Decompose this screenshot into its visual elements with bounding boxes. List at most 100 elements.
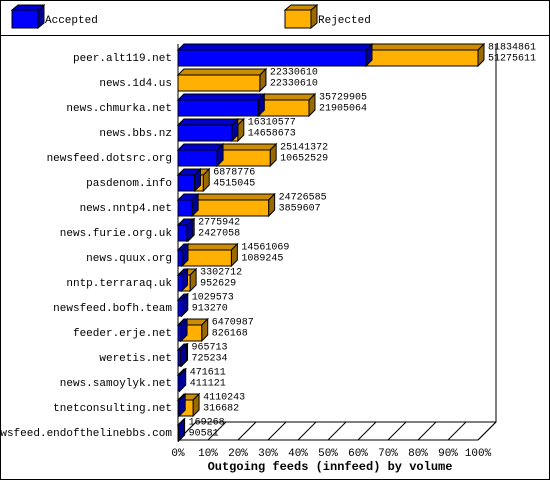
value-label: 90581 bbox=[189, 429, 219, 440]
bar bbox=[176, 67, 268, 93]
x-tick-label: 60% bbox=[348, 448, 368, 460]
value-label: 471611 bbox=[190, 368, 226, 379]
bar-front bbox=[177, 199, 193, 217]
y-tick-label: news.nntp4.net bbox=[80, 203, 172, 215]
bar bbox=[176, 92, 266, 118]
tick-mark bbox=[387, 421, 407, 441]
bar bbox=[176, 342, 188, 368]
value-label: 3859607 bbox=[279, 204, 321, 215]
bar-top bbox=[176, 118, 239, 126]
bar bbox=[176, 317, 189, 343]
x-tick-label: 40% bbox=[288, 448, 308, 460]
value-label: 14561069 bbox=[241, 243, 289, 254]
bar bbox=[176, 267, 189, 293]
bar-front bbox=[177, 399, 180, 417]
tick-mark bbox=[297, 421, 317, 441]
x-tick-label: 80% bbox=[408, 448, 428, 460]
x-tick-label: 70% bbox=[378, 448, 398, 460]
y-tick-label: tnetconsulting.net bbox=[53, 403, 172, 415]
bar bbox=[176, 192, 200, 218]
value-label: 24726585 bbox=[279, 193, 327, 204]
tick-mark bbox=[357, 421, 377, 441]
legend-front bbox=[284, 9, 312, 29]
y-tick-label: peer.alt119.net bbox=[73, 53, 172, 65]
bar-front bbox=[177, 74, 261, 92]
bar bbox=[176, 217, 195, 243]
value-label: 6878776 bbox=[213, 168, 255, 179]
bar-front bbox=[177, 374, 181, 392]
y-tick-label: pasdenom.info bbox=[86, 178, 172, 190]
value-label: 725234 bbox=[192, 354, 228, 365]
value-label: 21905064 bbox=[319, 104, 367, 115]
value-label: 4515045 bbox=[213, 179, 255, 190]
x-tick-label: 20% bbox=[228, 448, 248, 460]
value-label: 1029573 bbox=[192, 293, 234, 304]
value-label: 316682 bbox=[203, 404, 239, 415]
bar bbox=[176, 292, 189, 318]
y-tick-label: weretis.net bbox=[99, 353, 172, 365]
tick-mark bbox=[327, 421, 347, 441]
legend-swatch bbox=[283, 3, 319, 30]
bar-front bbox=[177, 124, 233, 142]
value-label: 965713 bbox=[192, 343, 228, 354]
chart-title: Outgoing feeds (innfeed) by volume bbox=[208, 460, 453, 474]
y-tick-label: news.samoylyk.net bbox=[60, 378, 172, 390]
bar-top bbox=[176, 43, 374, 51]
value-label: 35729905 bbox=[319, 93, 367, 104]
value-label: 81834861 bbox=[488, 43, 536, 54]
y-tick-label: news.bbs.nz bbox=[99, 128, 172, 140]
y-tick-label: nntp.terraraq.uk bbox=[66, 278, 172, 290]
value-label: 25141372 bbox=[280, 143, 328, 154]
bar-front bbox=[177, 49, 367, 67]
y-tick-label: news.furie.org.uk bbox=[60, 228, 173, 240]
y-tick-label: feeder.erje.net bbox=[73, 328, 172, 340]
bar-front bbox=[177, 149, 218, 167]
y-tick-label: news.quux.org bbox=[86, 253, 172, 265]
y-tick-label: newsfeed.endofthelinebbs.com bbox=[0, 428, 172, 440]
value-label: 14658673 bbox=[248, 129, 296, 140]
bar-front bbox=[177, 99, 259, 117]
tick-mark bbox=[477, 421, 497, 441]
y-tick-label: news.1d4.us bbox=[99, 78, 172, 90]
tick-mark bbox=[447, 421, 467, 441]
bar-front bbox=[177, 274, 182, 292]
value-label: 10652529 bbox=[280, 154, 328, 165]
value-label: 4110243 bbox=[203, 393, 245, 404]
x-tick-label: 90% bbox=[438, 448, 458, 460]
bar-front bbox=[177, 174, 196, 192]
x-tick-label: 0% bbox=[171, 448, 185, 460]
bar bbox=[176, 167, 202, 193]
bar-top bbox=[176, 143, 225, 151]
value-label: 2427058 bbox=[198, 229, 240, 240]
legend-front bbox=[11, 9, 39, 29]
value-label: 22330610 bbox=[270, 79, 318, 90]
bar-front bbox=[177, 324, 182, 342]
x-tick-label: 50% bbox=[318, 448, 338, 460]
bar-front bbox=[177, 249, 183, 267]
bar-front bbox=[177, 299, 182, 317]
value-label: 913270 bbox=[192, 304, 228, 315]
bar bbox=[176, 392, 187, 418]
bar bbox=[176, 417, 186, 443]
legend-swatch bbox=[10, 3, 46, 30]
tick-mark bbox=[237, 421, 257, 441]
bar bbox=[176, 367, 187, 393]
bar-front bbox=[177, 349, 182, 367]
bar bbox=[176, 192, 276, 218]
tick-mark bbox=[267, 421, 287, 441]
bar-top bbox=[176, 93, 266, 101]
value-label: 411121 bbox=[190, 379, 226, 390]
value-label: 6470987 bbox=[212, 318, 254, 329]
x-tick-label: 10% bbox=[198, 448, 218, 460]
value-label: 826168 bbox=[212, 329, 248, 340]
bar bbox=[176, 117, 239, 143]
bar bbox=[176, 142, 225, 168]
value-label: 51275611 bbox=[488, 54, 536, 65]
y-tick-label: newsfeed.bofh.team bbox=[53, 303, 172, 315]
value-label: 1089245 bbox=[241, 254, 283, 265]
value-label: 22330610 bbox=[270, 68, 318, 79]
bar-top bbox=[176, 68, 268, 76]
tick-mark bbox=[417, 421, 437, 441]
